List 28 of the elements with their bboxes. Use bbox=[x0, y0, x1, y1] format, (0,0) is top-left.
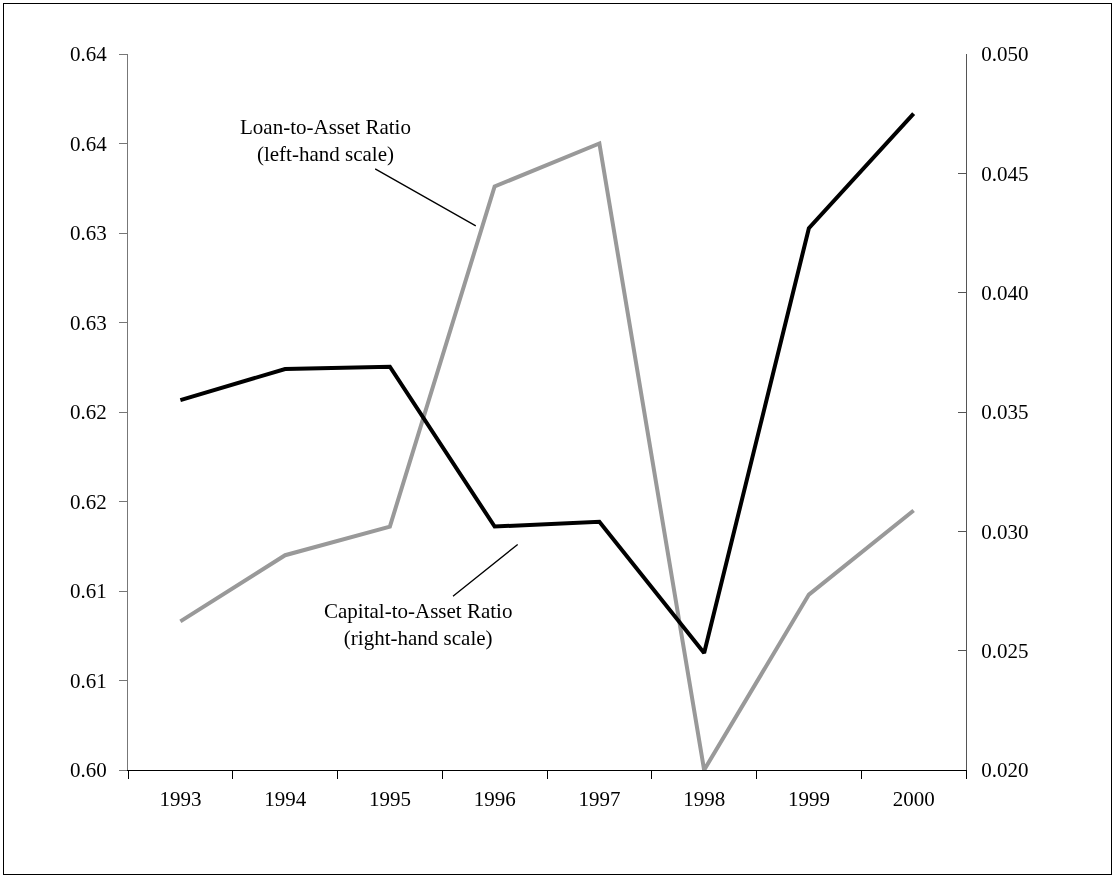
y-tick-label: 0.63 bbox=[69, 221, 107, 246]
annotation: Capital-to-Asset Ratio (right-hand scale) bbox=[324, 599, 513, 651]
x-tick-label: 1995 bbox=[368, 787, 411, 812]
y2-tick-label: 0.045 bbox=[981, 161, 1029, 186]
y2-tick-label: 0.020 bbox=[981, 758, 1029, 783]
y-tick-label: 0.60 bbox=[69, 758, 107, 783]
y-tick-label: 0.61 bbox=[69, 668, 107, 693]
y2-tick-label: 0.050 bbox=[981, 42, 1029, 67]
y-tick-label: 0.62 bbox=[69, 400, 107, 425]
x-tick-label: 1999 bbox=[787, 787, 830, 812]
y-tick-label: 0.62 bbox=[69, 489, 107, 514]
x-tick-label: 1996 bbox=[473, 787, 516, 812]
y2-tick-label: 0.035 bbox=[981, 400, 1029, 425]
y-tick-label: 0.64 bbox=[69, 42, 108, 67]
y-tick-label: 0.63 bbox=[69, 310, 107, 335]
line-series bbox=[178, 141, 916, 770]
y-tick-label: 0.61 bbox=[69, 579, 107, 604]
y-tick-label: 0.64 bbox=[69, 131, 108, 156]
x-tick-label: 1994 bbox=[264, 787, 307, 812]
y2-tick-label: 0.040 bbox=[981, 281, 1029, 306]
x-tick-label: 2000 bbox=[892, 787, 935, 812]
y2-tick-label: 0.025 bbox=[981, 639, 1029, 664]
x-tick-label: 1993 bbox=[159, 787, 202, 812]
annotation: Loan-to-Asset Ratio (left-hand scale) bbox=[240, 115, 411, 167]
line-series bbox=[178, 111, 916, 656]
y2-tick-label: 0.030 bbox=[981, 519, 1029, 544]
x-tick-label: 1997 bbox=[578, 787, 621, 812]
x-tick-label: 1998 bbox=[683, 787, 726, 812]
